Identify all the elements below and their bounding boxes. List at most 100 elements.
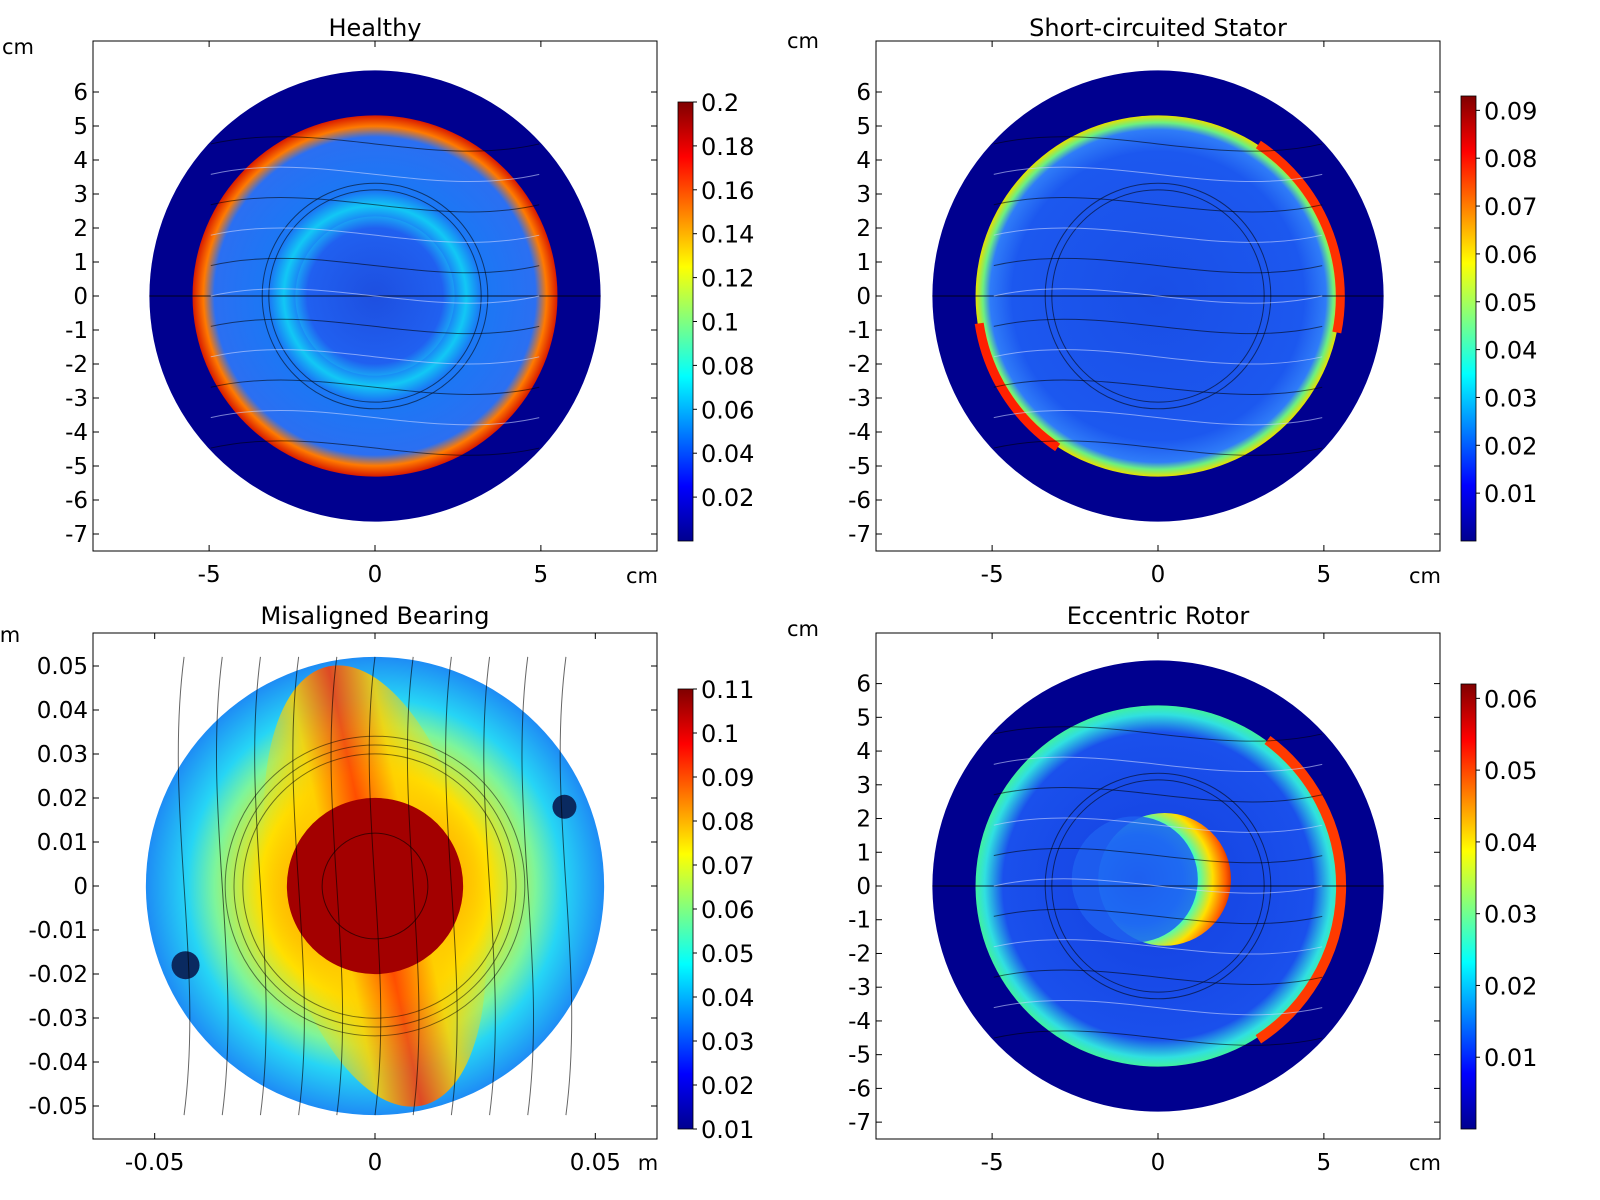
streamline [210,349,540,365]
colorbar-tick-label: 0.02 [701,484,754,512]
y-tick-label: 4 [73,148,88,174]
streamline [210,166,540,183]
x-tick-label: 0 [368,562,383,588]
x-tick-label: -5 [981,562,1004,588]
y-tick-label: 5 [856,705,871,731]
y-tick-label: -0.03 [28,1006,88,1032]
x-unit-label: m [638,1151,658,1175]
colorbar-tick-label: 0.09 [1484,97,1537,125]
y-tick-label: 5 [856,114,871,140]
streamline [993,969,1323,985]
streamline [292,656,305,1116]
y-tick-label: 1 [856,250,871,276]
colorbar-tick-label: 0.03 [701,1028,754,1056]
colorbar-tick-label: 0.05 [701,940,754,968]
streamline [993,409,1323,426]
y-unit-label: cm [787,617,819,641]
streamline [216,656,229,1116]
y-tick-label: -5 [65,454,88,480]
streamline [210,257,540,274]
y-tick-label: -0.05 [28,1094,88,1120]
colorbar-tick-label: 0.07 [1484,193,1537,221]
y-tick-label: -6 [65,488,88,514]
y-tick-label: -7 [65,522,88,548]
streamline [993,999,1323,1016]
y-tick-label: 0.05 [37,654,88,680]
streamline [210,288,540,304]
y-tick-label: -1 [65,318,88,344]
y-tick-label: -2 [848,352,871,378]
plot-area [932,70,1384,522]
colorbar-tick-label: 0.01 [1484,1044,1537,1072]
y-tick-label: 0 [73,284,88,310]
colorbar [1460,95,1477,542]
streamline [993,878,1323,894]
y-tick-label: -7 [848,522,871,548]
streamline [993,166,1323,183]
y-tick-label: -1 [848,908,871,934]
x-unit-label: cm [626,564,658,588]
streamline [993,847,1323,864]
colorbar-tick-label: 0.02 [1484,972,1537,1000]
colorbar-tick-label: 0.04 [701,440,754,468]
streamline [993,197,1323,213]
x-tick-label: 5 [534,562,549,588]
y-tick-label: -4 [848,420,871,446]
colorbar-tick-label: 0.06 [1484,685,1537,713]
colorbar-tick-label: 0.08 [701,808,754,836]
y-tick-label: -0.02 [28,962,88,988]
streamline [993,756,1323,773]
y-tick-label: 0 [73,874,88,900]
y-unit-label: m [0,623,20,647]
chart-title: Eccentric Rotor [1067,602,1250,630]
y-tick-label: -4 [65,420,88,446]
chart-panel-2: 0.05 0.04 0.03 0.02 0.01 0 -0.01 -0.02 -0.03 -0.0… [0,602,754,1176]
y-tick-label: 0.04 [37,698,88,724]
vortex [171,951,200,980]
streamline [210,136,540,152]
streamline [330,656,344,1116]
colorbar-tick-label: 0.11 [701,676,754,704]
x-tick-label: 5 [1317,562,1332,588]
y-tick-label: 5 [73,114,88,140]
colorbar-tick-label: 0.04 [1484,829,1537,857]
streamline [993,288,1323,304]
colorbar-tick-label: 0.08 [701,352,754,380]
x-tick-label: 0 [368,1150,383,1176]
x-tick-label: 0 [1151,562,1166,588]
vortex [552,794,577,819]
chart-title: Healthy [328,14,421,42]
streamline [368,656,382,1116]
y-tick-label: 3 [856,773,871,799]
streamline [993,787,1323,803]
x-tick-label: -0.05 [125,1150,185,1176]
y-tick-label: 0 [856,284,871,310]
y-tick-label: 4 [856,148,871,174]
streamline [210,197,540,213]
streamline [210,318,540,335]
streamline [210,440,540,456]
colorbar-tick-label: 0.14 [701,221,754,249]
x-unit-label: cm [1409,1151,1441,1175]
colorbar [1460,683,1477,1130]
colorbar-tick-label: 0.1 [701,309,739,337]
y-tick-label: 0.02 [37,786,88,812]
colorbar-tick-label: 0.03 [1484,384,1537,412]
hot-arc [1255,140,1345,334]
colorbar-tick-label: 0.18 [701,133,754,161]
colorbar-tick-label: 0.08 [1484,145,1537,173]
colorbar-tick-label: 0.02 [701,1072,754,1100]
chart-panel-0: 6 5 4 3 2 1 0 -1 -2 -3 -4 -5 -6 -7 -5 0 5 Healthy cm cm 0.2 0… [2,14,754,588]
chart-panel-1: 6 5 4 3 2 1 0 -1 -2 -3 -4 -5 -6 -7 -5 0 5 Short-circuited… [787,14,1537,588]
x-tick-label: -5 [981,1150,1004,1176]
y-tick-label: -1 [848,318,871,344]
streamline [993,939,1323,955]
streamline [210,227,540,243]
streamline [993,349,1323,365]
y-unit-label: cm [2,35,34,59]
bearing-ring [242,753,508,1019]
hot-arc [1255,736,1347,1044]
streamline [445,656,458,1116]
y-tick-label: 0 [856,874,871,900]
x-unit-label: cm [1409,564,1441,588]
